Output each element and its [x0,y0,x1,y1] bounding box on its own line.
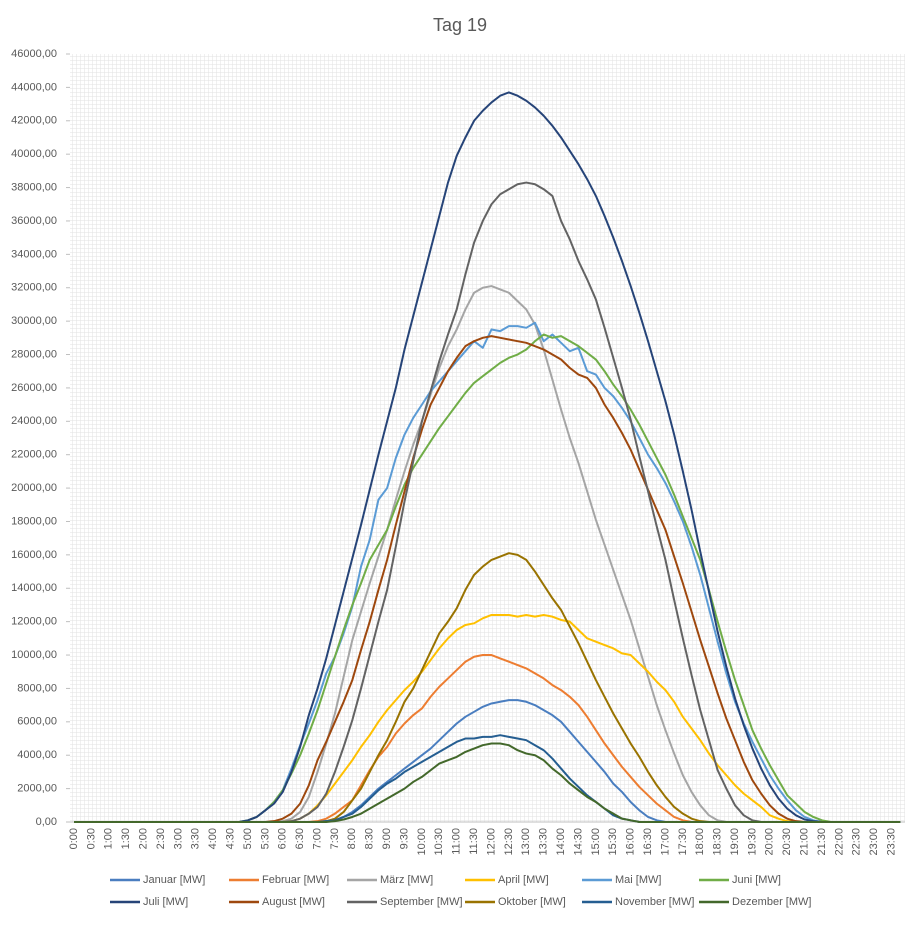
chart-title: Tag 19 [433,15,487,35]
x-tick-label: 2:30 [155,828,167,849]
y-tick-label: 18000,00 [11,515,57,527]
legend-label: Juli [MW] [143,896,188,908]
x-tick-label: 1:00 [103,828,115,849]
x-tick-label: 20:30 [781,828,793,856]
x-tick-label: 8:00 [346,828,358,849]
x-tick-label: 13:00 [520,828,532,856]
y-tick-label: 24000,00 [11,415,57,427]
series-line [74,742,901,823]
y-tick-label: 30000,00 [11,315,57,327]
x-tick-label: 21:00 [799,828,811,856]
y-tick-label: 4000,00 [17,749,57,761]
y-tick-label: 26000,00 [11,382,57,394]
x-tick-label: 16:30 [642,828,654,856]
y-tick-label: 34000,00 [11,248,57,260]
legend-label: März [MW] [380,874,433,886]
x-tick-label: 5:00 [242,828,254,849]
x-tick-label: 8:30 [364,828,376,849]
x-tick-label: 13:30 [538,828,550,856]
x-tick-label: 17:30 [677,828,689,856]
x-tick-label: 20:00 [764,828,776,856]
x-tick-label: 0:00 [68,828,80,849]
x-tick-label: 15:00 [590,828,602,856]
y-tick-label: 44000,00 [11,81,57,93]
x-tick-label: 3:30 [190,828,202,849]
y-tick-label: 6000,00 [17,716,57,728]
x-tick-label: 1:30 [120,828,132,849]
x-tick-label: 14:30 [572,828,584,856]
y-tick-label: 8000,00 [17,682,57,694]
y-tick-label: 20000,00 [11,482,57,494]
y-tick-label: 16000,00 [11,549,57,561]
legend-label: November [MW] [615,896,694,908]
x-tick-label: 3:00 [172,828,184,849]
x-tick-label: 18:00 [694,828,706,856]
x-tick-label: 22:30 [851,828,863,856]
x-tick-label: 11:00 [451,828,463,855]
legend-label: April [MW] [498,874,549,886]
legend-label: Dezember [MW] [732,896,811,908]
x-tick-label: 9:00 [381,828,393,849]
y-tick-label: 10000,00 [11,649,57,661]
x-tick-label: 7:30 [329,828,341,849]
x-tick-label: 15:30 [607,828,619,856]
legend-label: September [MW] [380,896,463,908]
x-tick-label: 6:30 [294,828,306,849]
x-tick-label: 4:30 [224,828,236,849]
legend-label: Januar [MW] [143,874,205,886]
x-tick-label: 23:30 [886,828,898,856]
x-tick-label: 9:30 [398,828,410,849]
y-tick-label: 14000,00 [11,582,57,594]
y-tick-label: 2000,00 [17,783,57,795]
x-tick-label: 17:00 [659,828,671,856]
x-tick-label: 5:30 [259,828,271,849]
x-tick-label: 18:30 [712,828,724,856]
y-tick-label: 28000,00 [11,348,57,360]
x-tick-label: 2:00 [137,828,149,849]
x-tick-label: 4:00 [207,828,219,849]
y-tick-label: 32000,00 [11,282,57,294]
y-tick-label: 38000,00 [11,181,57,193]
x-tick-label: 23:00 [868,828,880,856]
x-tick-label: 21:30 [816,828,828,856]
legend-label: Oktober [MW] [498,896,566,908]
x-tick-label: 0:30 [85,828,97,849]
y-tick-label: 40000,00 [11,148,57,160]
y-tick-label: 12000,00 [11,616,57,628]
y-tick-label: 0,00 [36,816,57,828]
x-tick-label: 14:00 [555,828,567,856]
x-tick-label: 7:00 [311,828,323,849]
x-tick-label: 10:00 [416,828,428,856]
x-tick-label: 22:00 [833,828,845,856]
x-tick-label: 10:30 [433,828,445,856]
x-tick-label: 19:00 [729,828,741,856]
x-tick-label: 6:00 [277,828,289,849]
x-tick-label: 12:30 [503,828,515,856]
legend-label: Mai [MW] [615,874,661,886]
y-tick-label: 46000,00 [11,48,57,60]
x-tick-label: 12:00 [485,828,497,856]
y-tick-label: 42000,00 [11,115,57,127]
x-tick-label: 19:30 [746,828,758,856]
legend-label: August [MW] [262,896,325,908]
legend-label: Juni [MW] [732,874,781,886]
plot-area [70,54,905,822]
x-tick-label: 11:30 [468,828,480,855]
y-tick-label: 36000,00 [11,215,57,227]
y-tick-label: 22000,00 [11,449,57,461]
x-tick-label: 16:00 [625,828,637,856]
legend-label: Februar [MW] [262,874,329,886]
